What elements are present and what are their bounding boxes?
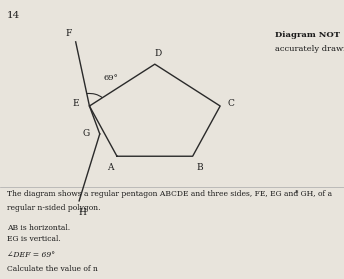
Text: B: B [196,163,203,172]
Text: EG is vertical.: EG is vertical. [7,235,61,243]
Text: ∠DEF = 69°: ∠DEF = 69° [7,251,55,259]
Text: A: A [107,163,113,172]
Text: AB is horizontal.: AB is horizontal. [7,223,70,232]
Text: The diagram shows a regular pentagon ABCDE and three sides, FE, EG and GH, of a: The diagram shows a regular pentagon ABC… [7,190,332,198]
Text: Calculate the value of n: Calculate the value of n [7,265,98,273]
Text: accurately drawn: accurately drawn [275,45,344,53]
Text: 69°: 69° [103,74,118,82]
Text: D: D [154,49,162,57]
Text: *: * [294,190,298,198]
Text: Diagram NOT: Diagram NOT [275,31,340,39]
Text: C: C [227,99,234,108]
Text: H: H [79,208,86,217]
Text: 14: 14 [7,11,20,20]
Text: G: G [82,129,90,138]
Text: E: E [72,99,79,108]
Text: F: F [66,29,72,38]
Text: regular n-sided polygon.: regular n-sided polygon. [7,204,100,212]
